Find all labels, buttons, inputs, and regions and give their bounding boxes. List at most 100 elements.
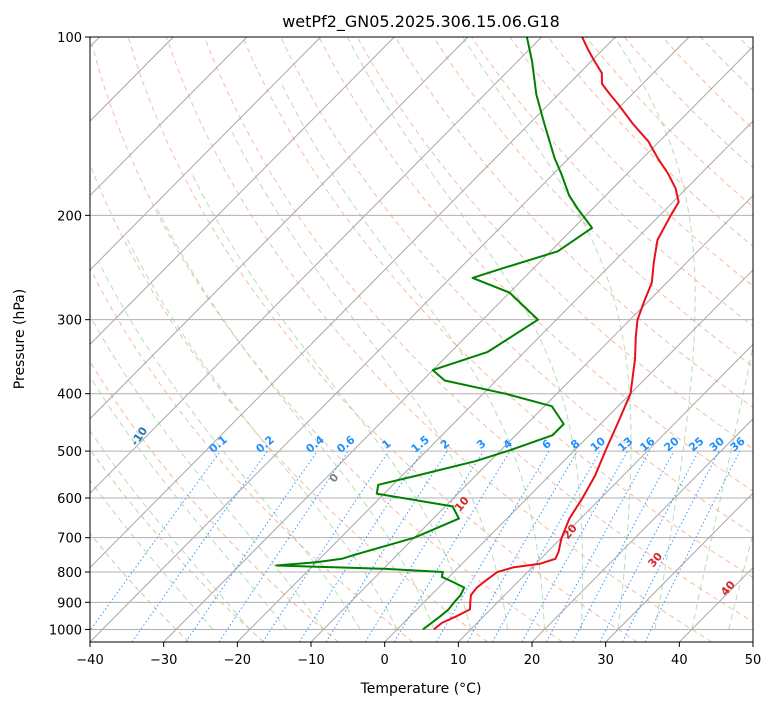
dry-adiabat	[127, 37, 638, 642]
x-axis: −40 −30 −20 −10 0 10 20 30 40 50	[76, 642, 761, 668]
dry-adiabat	[623, 37, 753, 169]
dry-adiabat	[547, 37, 753, 247]
mixing-ratio-line	[325, 450, 448, 642]
moist-adiabat-label: 0	[327, 471, 342, 485]
dry-adiabats	[90, 37, 753, 642]
x-tick-label: 20	[524, 653, 541, 668]
y-tick-label: 600	[57, 492, 82, 507]
mixing-ratio-lines	[90, 450, 741, 642]
dry-adiabat	[280, 37, 753, 535]
dry-adiabat	[432, 37, 753, 368]
mixing-ratio-line	[262, 450, 390, 642]
mixing-ratio-line	[185, 450, 318, 642]
x-tick-label: 30	[597, 653, 614, 668]
skewed-isotherm	[90, 37, 248, 197]
mixing-ratio-label: 0.4	[303, 433, 327, 456]
mixing-ratio-label: 0.1	[207, 433, 230, 455]
dry-adiabat	[165, 37, 712, 642]
mixing-ratio-label: 6	[540, 437, 554, 452]
skewed-isotherm	[90, 37, 542, 494]
sounding-series	[275, 37, 680, 631]
x-tick-label: 40	[671, 653, 688, 668]
skewed-isotherm	[90, 37, 395, 346]
x-tick-label: 0	[381, 653, 389, 668]
skewed-isotherm	[310, 194, 753, 642]
moist-adiabat-label: 30	[645, 550, 665, 570]
skewed-isotherm	[605, 492, 753, 642]
skewed-isotherm	[163, 46, 753, 642]
moist-adiabat	[232, 132, 509, 630]
helper-line-labels: 0.10.20.40.611.52346810131620253036-100-…	[128, 424, 748, 598]
mixing-ratio-label: 3	[474, 437, 488, 452]
dry-adiabat	[318, 37, 753, 492]
y-tick-label: 900	[57, 596, 82, 611]
moist-adiabat	[614, 37, 696, 630]
moist-adiabat	[90, 375, 287, 630]
moist-adiabat	[90, 479, 214, 630]
mixing-ratio-line	[218, 450, 349, 642]
skewed-isotherm	[90, 37, 616, 569]
skewed-isotherm	[90, 37, 690, 642]
plot-area: 0.10.20.40.611.52346810131620253036-100-…	[90, 37, 753, 642]
dry-adiabat	[90, 448, 264, 642]
moist-adiabat	[346, 37, 584, 630]
moist-adiabat	[90, 429, 251, 630]
dewpoint-profile-line	[275, 37, 593, 631]
mixing-ratio-line	[364, 450, 484, 642]
dry-adiabat	[90, 532, 190, 642]
skewed-isotherm	[457, 343, 753, 642]
dry-adiabat	[471, 37, 753, 327]
y-tick-label: 700	[57, 532, 82, 547]
dry-adiabat	[509, 37, 753, 287]
dry-adiabat	[90, 163, 488, 642]
moist-adiabat	[156, 208, 435, 630]
y-tick-label: 1000	[49, 623, 82, 638]
moist-adiabat	[90, 314, 324, 630]
y-tick-label: 300	[57, 314, 82, 329]
moist-adiabats	[90, 37, 753, 630]
y-tick-label: 500	[57, 445, 82, 460]
dry-adiabat-label: -10	[128, 424, 150, 448]
skewed-isotherm	[531, 418, 753, 642]
mixing-ratio-line	[435, 450, 550, 642]
moist-adiabat	[281, 83, 545, 630]
mixing-ratio-line	[491, 450, 601, 642]
dry-adiabat	[90, 267, 414, 642]
dry-adiabat	[738, 37, 753, 53]
mixing-ratio-line	[545, 450, 651, 642]
mixing-ratio-label: 8	[568, 437, 582, 452]
mixing-ratio-line	[599, 450, 700, 642]
moist-adiabat-label: 20	[560, 521, 580, 541]
mixing-ratio-label: 2	[438, 437, 452, 452]
mixing-ratio-label: 0.2	[253, 433, 276, 455]
skewed-isotherm	[90, 37, 469, 420]
x-tick-label: −20	[224, 653, 251, 668]
moist-adiabat-label: 40	[718, 578, 738, 598]
mixing-ratio-line	[621, 450, 720, 642]
y-tick-label: 400	[57, 388, 82, 403]
mixing-ratio-line	[298, 450, 423, 642]
skewed-isotherm	[90, 37, 321, 271]
x-tick-label: 50	[745, 653, 762, 668]
x-tick-label: −10	[297, 653, 324, 668]
dry-adiabat	[661, 37, 753, 130]
x-tick-label: −40	[76, 653, 103, 668]
skewed-isotherm	[236, 120, 753, 642]
y-tick-label: 800	[57, 566, 82, 581]
y-tick-label: 200	[57, 209, 82, 224]
mixing-ratio-line	[131, 450, 268, 642]
dry-adiabat	[90, 37, 563, 642]
x-tick-label: −30	[150, 653, 177, 668]
y-tick-label: 100	[57, 31, 82, 46]
temperature-profile-line	[433, 37, 680, 631]
mixing-ratio-line	[90, 450, 221, 632]
plot-frame	[89, 36, 754, 643]
moist-adiabat	[691, 344, 753, 630]
chart-title: wetPf2_GN05.2025.306.15.06.G18	[282, 12, 560, 32]
mixing-ratio-line	[521, 450, 629, 642]
y-axis-title: Pressure (hPa)	[12, 289, 28, 389]
mixing-ratio-line	[572, 450, 675, 642]
mixing-ratio-line	[393, 450, 511, 642]
mixing-ratio-line	[644, 450, 741, 642]
